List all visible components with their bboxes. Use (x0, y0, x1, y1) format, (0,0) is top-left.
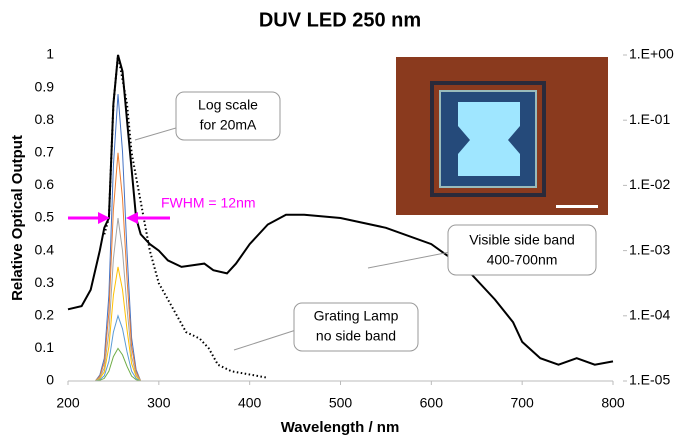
y2-tick-label: 1.E-01 (629, 111, 670, 127)
series-line (95, 347, 141, 382)
fwhm-arrows: FWHM = 12nm (68, 195, 256, 224)
y-tick-label: 1 (46, 46, 54, 62)
y-tick-label: 0.5 (35, 209, 55, 225)
annotation: Log scale (198, 97, 258, 113)
x-axis-label: Wavelength / nm (281, 419, 400, 436)
x-tick-label: 400 (238, 395, 262, 411)
callout-lamp: Grating Lamp no side band (233, 302, 419, 352)
y2-tick-label: 1.E-02 (629, 176, 670, 192)
inset-photo (396, 57, 608, 215)
y-tick-label: 0.1 (35, 339, 55, 355)
y-axis-label: Relative Optical Output (9, 135, 26, 301)
annotation: FWHM = 12nm (161, 195, 256, 211)
series-line (94, 152, 142, 382)
x-tick-label: 300 (147, 395, 171, 411)
y2-tick-label: 1.E-03 (629, 241, 670, 257)
y2-tick-label: 1.E-04 (629, 307, 670, 323)
annotation: no side band (316, 328, 396, 344)
annotation: 400-700nm (487, 252, 558, 268)
y-tick-label: 0.4 (35, 241, 55, 257)
y-tick-label: 0.9 (35, 78, 55, 94)
chart-title: DUV LED 250 nm (259, 9, 421, 31)
callout-side-band: Visible side band 400-700nm (367, 224, 597, 276)
annotation: Visible side band (469, 232, 575, 248)
y2-tick-label: 1.E-05 (629, 372, 670, 388)
callout-log: Log scale for 20mA (134, 91, 281, 141)
y-tick-label: 0.7 (35, 144, 55, 160)
x-tick-label: 800 (601, 395, 625, 411)
series-line (94, 94, 142, 382)
annotation: Grating Lamp (314, 308, 399, 324)
y-tick-label: 0.6 (35, 176, 55, 192)
y-tick-label: 0.8 (35, 111, 55, 127)
y-tick-label: 0.2 (35, 307, 55, 323)
y-tick-label: 0 (46, 372, 54, 388)
x-tick-label: 700 (510, 395, 534, 411)
x-tick-label: 500 (329, 395, 353, 411)
y2-tick-label: 1.E+00 (629, 46, 674, 62)
series-line (95, 266, 142, 382)
series-line (95, 217, 142, 382)
series-line (67, 54, 614, 366)
y-tick-label: 0.3 (35, 274, 55, 290)
x-tick-label: 200 (56, 395, 80, 411)
series-line (95, 314, 141, 382)
annotation: for 20mA (200, 117, 257, 133)
x-tick-label: 600 (420, 395, 444, 411)
